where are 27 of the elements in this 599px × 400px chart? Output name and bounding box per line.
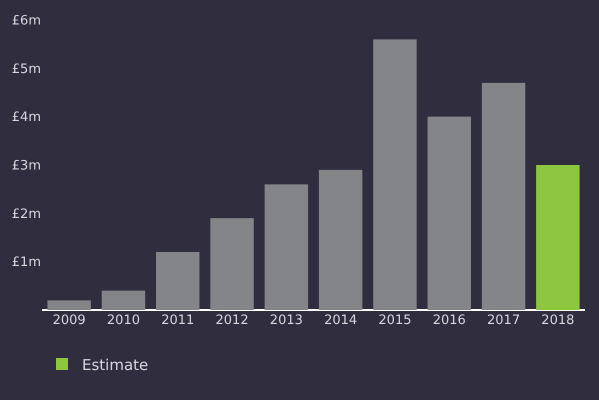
x-tick-label: 2013 xyxy=(270,313,303,328)
y-tick-label: £5m xyxy=(12,62,41,77)
y-tick-label: £6m xyxy=(12,14,41,29)
bar xyxy=(210,218,254,310)
bar xyxy=(373,39,417,310)
x-tick-label: 2015 xyxy=(378,313,412,328)
legend-label: Estimate xyxy=(82,356,148,374)
y-tick-label: £2m xyxy=(12,206,41,222)
bar xyxy=(536,165,580,310)
y-tick-label: £1m xyxy=(12,255,41,270)
bar xyxy=(47,300,91,310)
x-tick-label: 2010 xyxy=(106,313,140,328)
bar xyxy=(482,82,526,310)
bar xyxy=(428,116,471,310)
x-tick-label: 2012 xyxy=(216,313,249,328)
bar xyxy=(318,170,362,310)
bar xyxy=(156,252,200,310)
y-tick-label: £4m xyxy=(12,110,41,126)
x-tick-label: 2016 xyxy=(432,313,466,328)
bar xyxy=(102,290,146,310)
x-tick-label: 2018 xyxy=(541,313,574,328)
x-tick-label: 2014 xyxy=(324,313,358,328)
x-tick-label: 2011 xyxy=(161,313,194,328)
x-tick-label: 2009 xyxy=(52,313,86,328)
x-tick-label: 2017 xyxy=(487,313,520,328)
y-tick-label: £3m xyxy=(12,158,41,174)
bar xyxy=(264,184,308,310)
